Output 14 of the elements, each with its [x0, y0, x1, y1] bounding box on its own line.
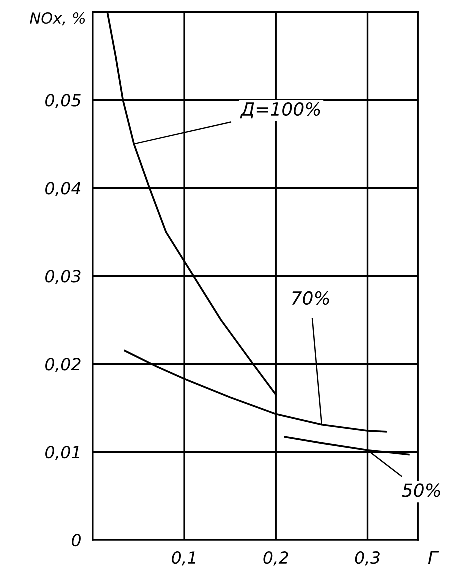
y-tick-label: 0,04	[46, 182, 81, 196]
annotation: 50%	[402, 484, 440, 498]
x-tick-label: 0,3	[355, 552, 380, 566]
y-axis-title: NOx, %	[30, 12, 86, 26]
y-tick-label: 0,05	[46, 94, 81, 108]
annotation: Д=100%	[240, 102, 320, 119]
annotation: 70%	[292, 291, 330, 306]
x-tick-label: 0,1	[172, 552, 196, 566]
y-tick-label: 0,02	[46, 358, 81, 372]
x-axis-title: Г	[428, 551, 440, 564]
y-tick-label: 0,01	[46, 446, 80, 460]
x-tick-label: 0,2	[264, 552, 288, 566]
y-tick-label: 0	[72, 534, 81, 547]
y-tick-label: 0,03	[46, 270, 81, 284]
